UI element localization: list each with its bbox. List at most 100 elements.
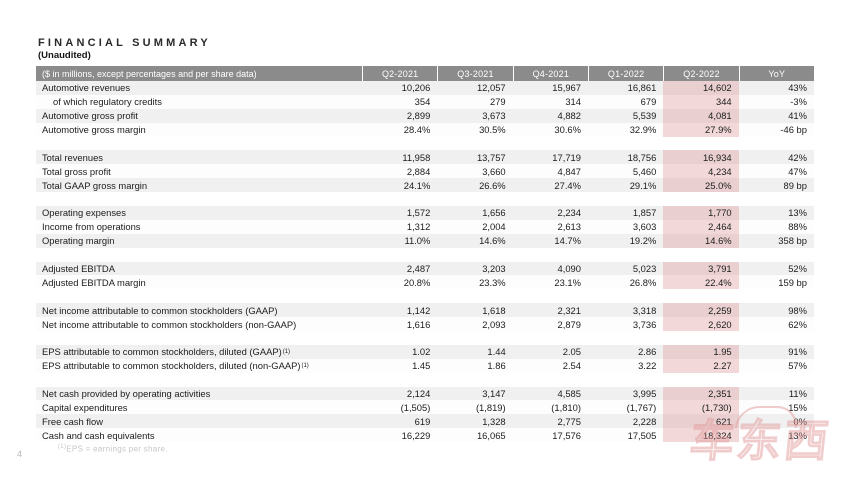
cell-value: 619	[414, 415, 431, 427]
row-label: Total revenues	[42, 151, 103, 163]
cell-value: 2,899	[406, 110, 431, 122]
section-gap	[36, 248, 814, 262]
cell-value: 3,318	[632, 304, 657, 316]
cell-value: 3,736	[632, 318, 657, 330]
cell-value: 16,229	[401, 429, 431, 441]
cell-value: 91%	[788, 346, 807, 358]
cell-value: 15%	[788, 401, 807, 413]
cell-value: 1,572	[406, 207, 431, 219]
cell-value: 0%	[793, 415, 807, 427]
row-label: Automotive gross margin	[42, 124, 146, 136]
cell-value: 1.95	[663, 344, 739, 359]
cell-value: -46 bp	[780, 124, 807, 136]
cell-value: 3,660	[482, 165, 506, 177]
row-label: Automotive gross profit	[42, 110, 138, 122]
column-header-q1-2022: Q1-2022	[587, 66, 663, 81]
cell-value: 279	[490, 96, 506, 108]
cell-value: 24.1%	[403, 179, 431, 191]
cell-value: 2.54	[562, 360, 581, 372]
cell-value: 52%	[788, 263, 807, 275]
cell-value: 57%	[788, 360, 807, 372]
footnote-text: EPS = earnings per share.	[66, 444, 168, 454]
cell-value: 23.1%	[554, 276, 581, 288]
row-label: EPS attributable to common stockholders,…	[42, 346, 291, 358]
section-gap	[36, 289, 814, 303]
cell-value: 22.4%	[663, 275, 739, 290]
cell-value: 23.3%	[479, 276, 506, 288]
row-label: Automotive revenues	[42, 82, 131, 94]
cell-value: 679	[640, 96, 657, 108]
cell-value: 5,539	[632, 110, 657, 122]
cell-value: 4,234	[663, 164, 739, 179]
cell-value: 1,770	[663, 206, 739, 220]
cell-value: 27.4%	[554, 179, 581, 191]
cell-value: 2.86	[638, 346, 657, 358]
cell-value: 2.05	[562, 346, 581, 358]
cell-value: 5,023	[632, 263, 657, 275]
cell-value: 88%	[788, 221, 807, 233]
cell-value: 4,882	[557, 110, 581, 122]
cell-value: 11,958	[402, 151, 431, 163]
column-header-q2-2022: Q2-2022	[663, 66, 738, 81]
table-row: Cash and cash equivalents 16,229 16,065 17,…	[36, 428, 814, 443]
table-row: Operating expenses 1,572 1,656 2,234 1,857 1,…	[36, 206, 814, 220]
cell-value: 13%	[788, 207, 807, 219]
cell-value: 1,616	[406, 318, 431, 330]
cell-value: 1.86	[487, 360, 506, 372]
row-label: Operating expenses	[42, 207, 126, 219]
cell-value: 2,464	[663, 219, 739, 234]
cell-value: 17,505	[627, 429, 657, 441]
cell-value: 16,861	[627, 82, 657, 94]
table-row: Total GAAP gross margin 24.1% 26.6% 27.4% 29…	[36, 178, 814, 193]
table-row: Income from operations 1,312 2,004 2,613 3,6…	[36, 219, 814, 234]
page-title: FINANCIAL SUMMARY	[38, 37, 211, 49]
cell-value: 16,065	[476, 429, 506, 441]
cell-value: 98%	[788, 304, 807, 316]
cell-value: 344	[663, 94, 739, 109]
section-gap	[36, 331, 814, 345]
cell-value: 16,934	[663, 150, 739, 165]
row-label: of which regulatory credits	[53, 96, 162, 108]
cell-value: 13%	[788, 429, 807, 441]
cell-value: 3,673	[482, 110, 506, 122]
row-label: Total GAAP gross margin	[42, 179, 148, 191]
cell-value: 2,004	[482, 221, 506, 233]
cell-value: 4,847	[557, 165, 581, 177]
footnote-superscript: (1)	[58, 444, 67, 450]
row-label: Adjusted EBITDA margin	[42, 276, 146, 288]
row-label: EPS attributable to common stockholders,…	[42, 360, 309, 372]
table-row: EPS attributable to common stockholders,…	[36, 344, 814, 359]
cell-value: 2,124	[406, 388, 431, 400]
cell-value: 159 bp	[778, 276, 807, 288]
cell-value: 1,656	[482, 207, 506, 219]
cell-value: 14.7%	[554, 235, 581, 247]
table-row: Free cash flow 619 1,328 2,775 2,228 621 0%	[36, 414, 814, 429]
cell-value: 17,719	[552, 151, 581, 163]
cell-value: 2,620	[663, 317, 739, 332]
cell-value: 11%	[788, 388, 807, 400]
section-gap	[36, 373, 814, 387]
cell-value: 14,602	[663, 81, 739, 95]
row-label: Net cash provided by operating activitie…	[42, 388, 211, 400]
cell-value: 2,613	[557, 221, 581, 233]
cell-value: 20.8%	[403, 276, 431, 288]
cell-value: 17,576	[552, 429, 581, 441]
cell-value: 41%	[788, 110, 807, 122]
cell-value: 4,090	[557, 263, 581, 275]
table-row: Net income attributable to common stockh…	[36, 317, 814, 332]
cell-value: 2,775	[557, 415, 581, 427]
section-gap	[36, 137, 814, 151]
row-label: Adjusted EBITDA	[42, 263, 115, 275]
cell-value: 13,757	[476, 151, 506, 163]
cell-value: 19.2%	[629, 235, 657, 247]
cell-value: 358 bp	[778, 235, 807, 247]
cell-value: 3,791	[663, 261, 739, 276]
cell-value: 27.9%	[663, 122, 739, 137]
section-gap	[36, 192, 814, 206]
column-header-q2-2021: Q2-2021	[362, 66, 437, 81]
footnote: (1)EPS = earnings per share.	[57, 444, 168, 454]
cell-value: 11.0%	[404, 235, 431, 247]
cell-value: 1,857	[632, 207, 657, 219]
row-label: Capital expenditures	[42, 401, 128, 413]
